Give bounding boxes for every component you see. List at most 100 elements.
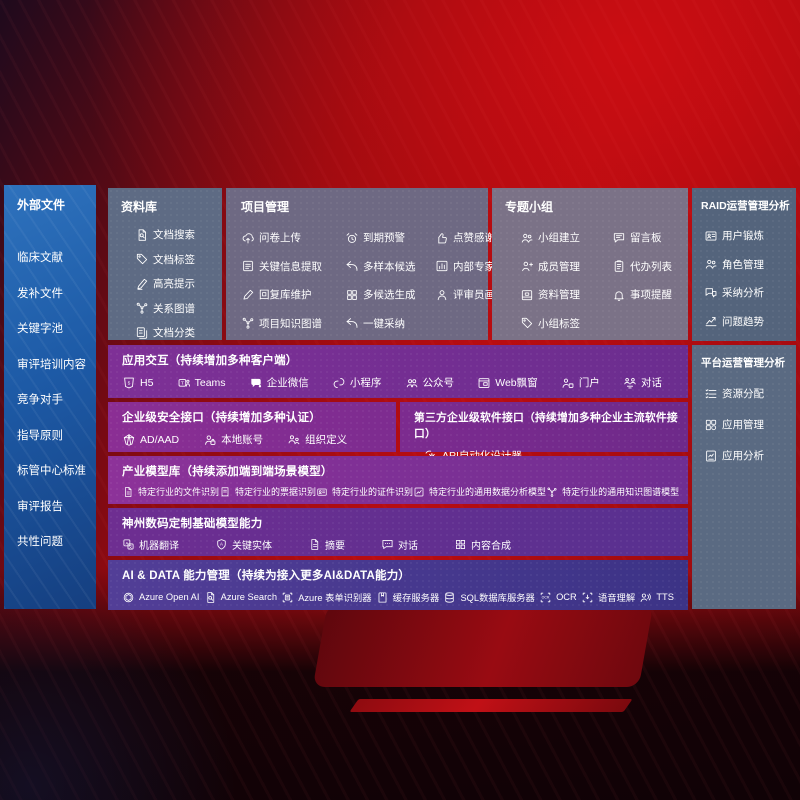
cache-icon	[378, 591, 387, 603]
feature-label: 审评培训内容	[17, 358, 86, 371]
feature-item: T Teams	[177, 376, 226, 390]
feature-item: 应用管理	[704, 417, 796, 432]
feature-item: 竞争对手	[17, 391, 96, 407]
report-icon	[706, 450, 716, 461]
feature-item: 指导原则	[17, 427, 96, 443]
feature-item: 问题趋势	[704, 314, 796, 329]
pen-icon	[243, 289, 254, 300]
row-third-party-interfaces: 第三方企业级软件接口（持续增加多种企业主流软件接口） API自动化设计器	[400, 402, 688, 462]
section-title: AI & DATA 能力管理（持续为接入更多AI&DATA能力）	[122, 570, 411, 582]
feature-item: 共性问题	[17, 533, 96, 549]
feature-item: 问卷上传	[241, 230, 345, 245]
feature-item: 缓存服务器	[376, 590, 440, 604]
feature-label: 特定行业的通用数据分析模型	[429, 487, 547, 497]
feature-item: 语音理解	[581, 590, 635, 604]
id-card-icon	[317, 488, 327, 496]
copy-doc-icon	[136, 326, 148, 339]
feature-label: 对话	[398, 541, 418, 552]
feature-label: Teams	[194, 376, 226, 389]
row-app-interaction: 应用交互（持续增加多种客户端） 5 H5 T Teams 企业微信 小程序 公众号 Web飘窗…	[108, 345, 688, 398]
section-title: 专题小组	[505, 200, 554, 214]
feature-label: 文档分类	[153, 327, 195, 339]
feature-item: 企业微信	[249, 375, 309, 390]
thumbs-up-icon	[438, 232, 447, 243]
section-title: 产业模型库（持续添加端到端场景模型）	[122, 466, 333, 478]
feature-item: 代办列表	[612, 259, 688, 274]
feature-label: 关键字池	[17, 323, 63, 335]
clipboard-icon	[614, 260, 624, 272]
feature-label: AD/AAD	[140, 433, 180, 446]
feature-label: 文档搜索	[153, 229, 195, 241]
svg-text:文: 文	[129, 544, 133, 549]
panel-raid-analysis: RAID运营管理分析 用户锻炼 角色管理 采纳分析 问题趋势	[692, 188, 796, 341]
feature-label: 本地账号	[221, 434, 264, 446]
feature-label: 缓存服务器	[392, 593, 440, 603]
feature-item: 特定行业的通用数据分析模型	[413, 485, 546, 498]
speech-icon	[582, 592, 593, 602]
section-title: 神州数码定制基础模型能力	[122, 518, 263, 530]
feature-label: 对话	[640, 377, 662, 389]
project-management-grid: 问卷上传 到期预警 点赞感谢 关键信息提取 多样本候选 内部专家排名 回复库维护 多候选生成评…	[241, 230, 516, 331]
feature-item: 公众号	[405, 375, 454, 390]
feature-label: 关键实体	[232, 541, 272, 552]
reply-arrow-icon	[346, 261, 358, 271]
feature-item: A 文机器翻译	[122, 537, 179, 552]
graph-icon	[136, 302, 148, 314]
feature-item: TTS	[639, 591, 674, 604]
ranking-icon	[436, 260, 448, 272]
section-title: 应用交互（持续增加多种客户端）	[122, 355, 298, 367]
feature-label: 文档标签	[153, 253, 195, 266]
external-files-list: 临床文献 发补文件 关键字池 审评培训内容 竞争对手 指导原则 标管中心标准 审评报告 共性问题	[17, 249, 96, 549]
feature-label: 临床文献	[17, 252, 63, 264]
feature-label: Azure 表单识别器	[298, 593, 372, 603]
html5-icon: 5	[124, 377, 134, 388]
feature-item: 小组标签	[520, 316, 612, 331]
feature-label: 小程序	[349, 377, 382, 389]
feature-item: 多候选生成	[345, 287, 435, 302]
feature-item: 内容合成	[454, 537, 511, 552]
panel-title: 外部文件	[17, 198, 66, 212]
panel-project-management: 项目管理 问卷上传 到期预警 点赞感谢 关键信息提取 多样本候选 内部专家排名 回复库维护多…	[226, 188, 516, 340]
graph-icon	[242, 317, 254, 329]
svg-text:5: 5	[128, 380, 131, 386]
feature-label: OCR	[556, 592, 577, 602]
web-window-icon	[478, 377, 490, 388]
feature-label: 项目知识图谱	[259, 317, 322, 330]
feature-label: 审评报告	[17, 500, 63, 513]
feature-label: 关系图谱	[153, 302, 195, 315]
feature-label: 高亮提示	[153, 278, 195, 290]
doc-extract-icon	[243, 260, 253, 272]
feature-item: 标管中心标准	[17, 462, 96, 478]
feature-label: Web飘窗	[495, 377, 538, 389]
feature-item: 应用分析	[704, 448, 796, 463]
feature-label: 小组标签	[538, 317, 580, 330]
data-library-list: 文档搜索文档标签高亮提示关系图谱文档分类	[135, 227, 222, 340]
background-shape	[312, 605, 654, 687]
feature-label: Azure Search	[220, 592, 277, 602]
feature-label: Azure Open AI	[139, 592, 200, 602]
database-icon	[445, 591, 455, 603]
feature-item: 审评培训内容	[17, 356, 96, 372]
entity-shield-icon: A	[217, 539, 226, 550]
feature-label: 成员管理	[538, 260, 580, 273]
doc-icon	[125, 486, 132, 497]
feature-label: 代办列表	[630, 260, 672, 273]
feature-label: 摘要	[325, 541, 345, 552]
trend-icon	[705, 317, 717, 327]
chat-dots-icon	[382, 540, 393, 549]
feature-label: 企业微信	[266, 377, 309, 389]
topic-groups-grid: 小组建立 留言板 成员管理 代办列表 资料管理 事项提醒 小组标签	[520, 230, 688, 331]
person-plus-icon	[522, 261, 533, 272]
feature-item: 临床文献	[17, 249, 96, 265]
svg-text:OCR: OCR	[542, 595, 550, 599]
tag-icon	[136, 253, 148, 265]
feature-label: 回复库维护	[259, 289, 312, 301]
section-title: 平台运营管理分析	[701, 357, 785, 369]
highlighter-icon	[137, 278, 148, 290]
feature-item: 5 H5	[122, 376, 153, 390]
feature-item: OCR OCR	[539, 591, 577, 604]
feature-label: 一键采纳	[363, 317, 405, 330]
panel-external-files: 外部文件 临床文献 发补文件 关键字池 审评培训内容 竞争对手 指导原则 标管中心标准 审评报…	[4, 185, 96, 609]
people-icon	[705, 259, 717, 269]
